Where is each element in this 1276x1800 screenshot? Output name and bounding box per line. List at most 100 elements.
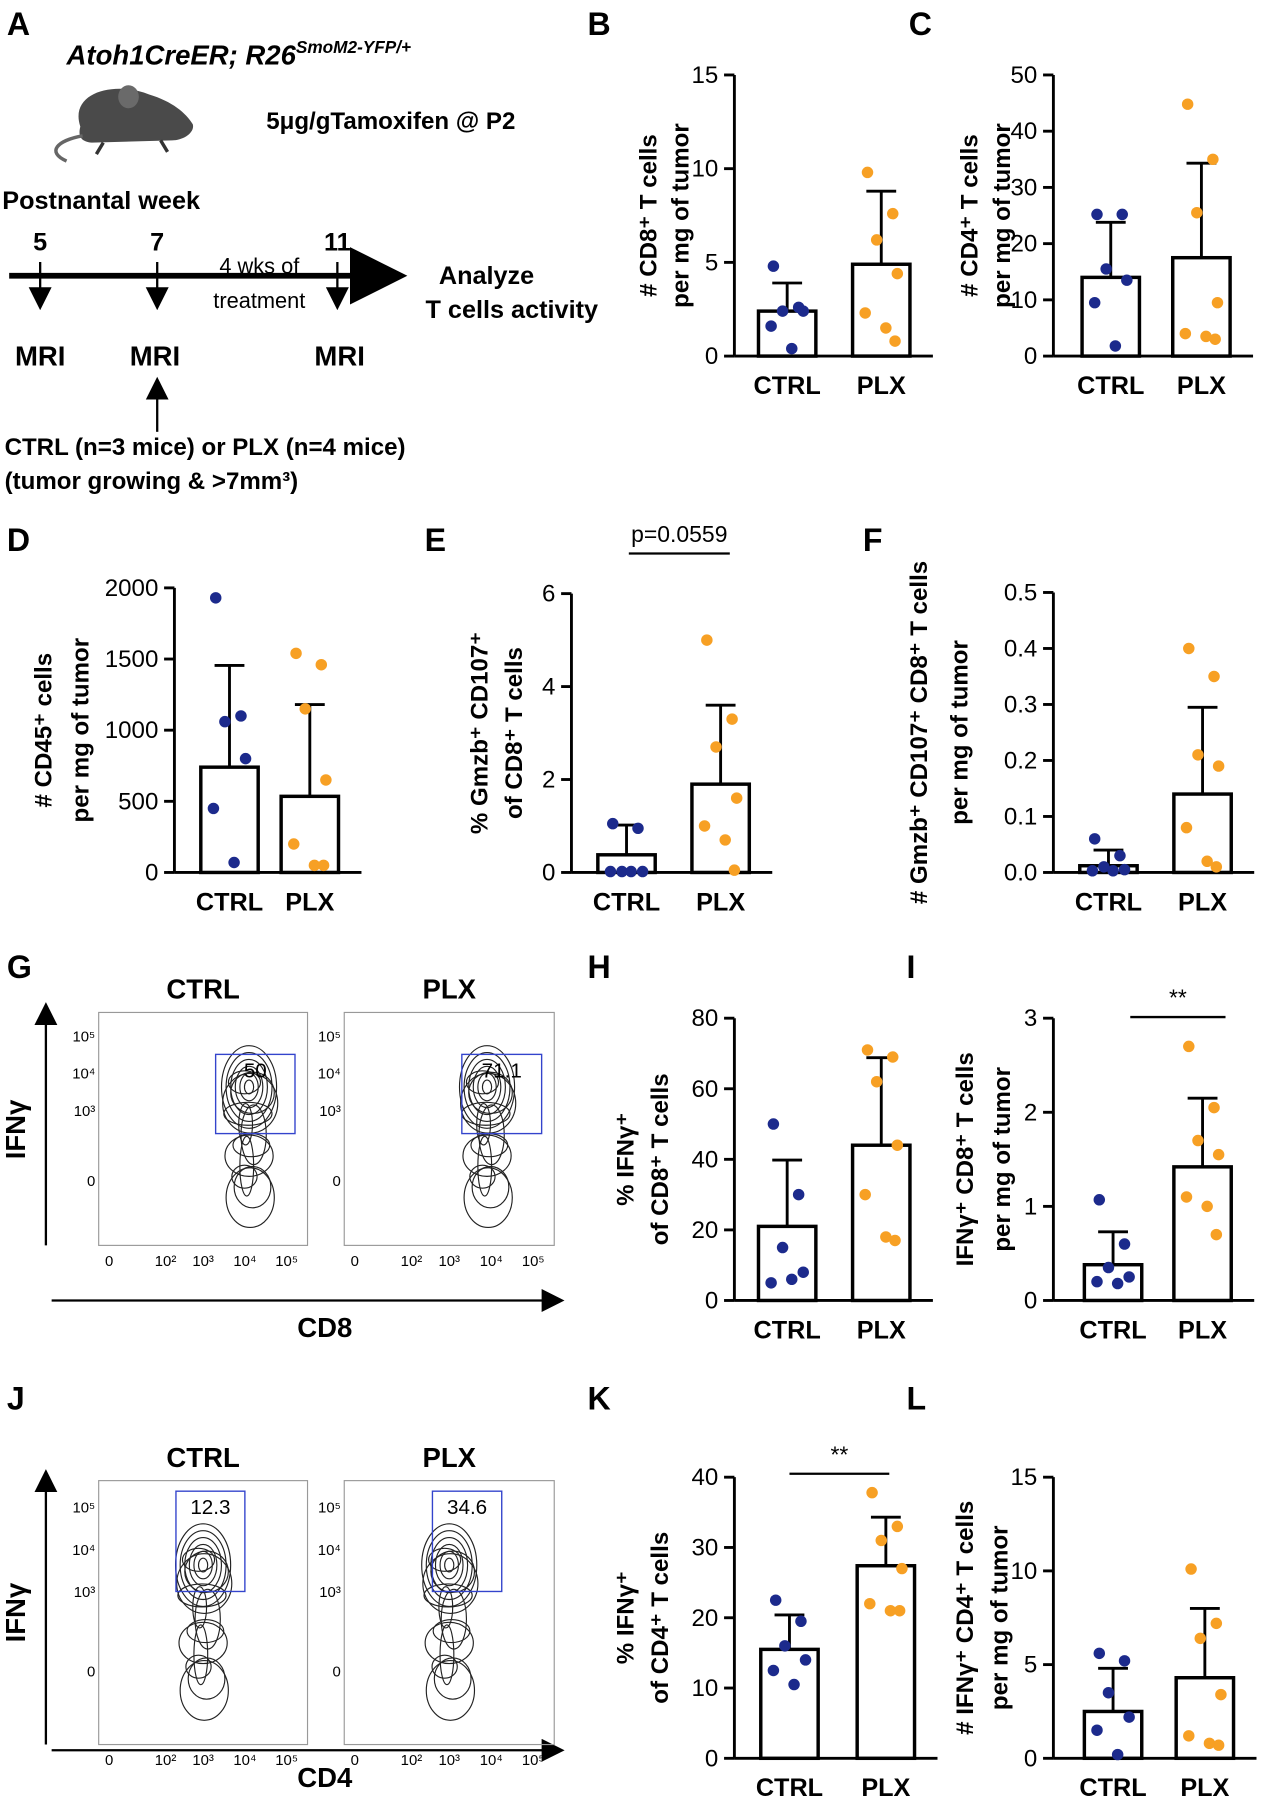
y-tick-label: 30	[1011, 174, 1038, 201]
x-tick-label: PLX	[696, 888, 745, 916]
y-tick-label: 1500	[105, 646, 159, 673]
contour	[422, 1553, 479, 1614]
contour	[223, 1101, 273, 1126]
data-point	[799, 1654, 812, 1666]
y-axis-label: # CD8⁺ T cells	[635, 134, 662, 297]
week: 5	[33, 229, 47, 257]
y-tick-label: 0	[333, 1664, 341, 1680]
data-point	[1121, 274, 1133, 286]
data-point	[239, 752, 252, 765]
contour	[458, 1045, 516, 1129]
panel-letter: I	[907, 949, 916, 985]
contour	[462, 1134, 512, 1177]
treatment: 4 wks of	[219, 253, 300, 278]
data-point	[207, 802, 220, 815]
data-point	[290, 647, 302, 660]
y-tick-label: 0	[87, 1174, 95, 1190]
x-tick-label: 10⁴	[233, 1753, 256, 1769]
gate-value: 34.6	[447, 1496, 487, 1519]
data-point	[1210, 1617, 1223, 1630]
data-point	[870, 234, 883, 246]
contour	[233, 1165, 272, 1209]
data-point	[632, 822, 644, 835]
data-point	[767, 260, 780, 272]
bar	[1172, 792, 1233, 875]
mri: MRI	[130, 340, 180, 371]
contour	[424, 1621, 474, 1665]
panel-letter: C	[909, 6, 932, 42]
contour	[243, 1079, 255, 1095]
x-tick-label: CTRL	[754, 1316, 821, 1344]
y-tick-label: 10	[692, 156, 719, 183]
data-point	[765, 1277, 777, 1289]
x-tick-label: 10⁵	[522, 1753, 545, 1769]
y-tick-label: 0	[1024, 1288, 1037, 1315]
bar	[850, 262, 912, 358]
data-point	[779, 1640, 791, 1652]
contour	[428, 1547, 462, 1572]
plot-title: CTRL	[166, 974, 239, 1005]
y-tick-label: 20	[1011, 231, 1038, 258]
data-point	[1208, 670, 1220, 683]
contour	[234, 1065, 264, 1109]
data-point	[880, 1231, 892, 1243]
panel-letter: G	[7, 949, 32, 985]
week: 7	[150, 229, 164, 257]
panel-letter: D	[7, 522, 30, 558]
bar	[1171, 255, 1232, 358]
x-tick-label: 10⁴	[233, 1254, 256, 1270]
contour	[471, 1165, 510, 1209]
data-point	[1212, 1148, 1225, 1161]
y-tick-label: 10⁵	[318, 1501, 341, 1517]
analyze: Analyze	[439, 262, 534, 290]
y-axis-label: of CD8⁺ T cells	[501, 647, 528, 819]
y-axis-label: per mg of tumor	[989, 123, 1016, 308]
data-point	[1111, 1748, 1124, 1761]
y-axis-label: per mg of tumor	[667, 123, 694, 308]
data-point	[1207, 153, 1219, 166]
y-axis-label: per mg of tumor	[986, 1525, 1013, 1710]
data-point	[1192, 749, 1204, 761]
bar	[1172, 1165, 1233, 1303]
y-tick-label: 15	[692, 62, 719, 89]
contour	[425, 1530, 473, 1601]
y-tick-label: 50	[1011, 62, 1038, 89]
y-tick-label: 40	[692, 1146, 719, 1173]
contour	[193, 1550, 213, 1580]
x-tick-label: 10⁴	[480, 1254, 503, 1270]
groups: (tumor growing & >7mm³)	[5, 468, 299, 495]
data-point	[875, 1534, 888, 1547]
data-point	[209, 592, 222, 604]
data-point	[1180, 821, 1193, 834]
y-tick-label: 0	[705, 1288, 718, 1315]
y-axis-label: per mg of tumor	[989, 1067, 1016, 1252]
y-axis-label: % IFNγ⁺	[612, 1571, 639, 1664]
data-point	[884, 1604, 897, 1617]
data-point	[861, 166, 874, 179]
contour	[225, 1051, 273, 1122]
contour	[430, 1536, 469, 1594]
annotation: **	[1169, 985, 1187, 1011]
data-point	[786, 342, 798, 355]
panel-letter: J	[7, 1380, 25, 1416]
data-point	[1210, 1228, 1223, 1241]
y-tick-label: 0	[1024, 1745, 1037, 1772]
contour	[178, 1621, 228, 1665]
y-tick-label: 0	[333, 1174, 341, 1190]
bar	[756, 1224, 818, 1303]
y-tick-label: 40	[1011, 118, 1038, 145]
groups: CTRL (n=3 mice) or PLX (n=4 mice)	[5, 434, 406, 461]
data-point	[1123, 1711, 1135, 1723]
treatment: treatment	[213, 288, 305, 313]
contour	[444, 1557, 455, 1573]
data-point	[792, 1188, 805, 1201]
data-point	[1111, 1277, 1124, 1290]
y-tick-label: 10⁴	[318, 1543, 341, 1559]
contour	[438, 1586, 454, 1629]
genotype: Atoh1CreER; R26SmoM2-YFP/+	[66, 37, 412, 70]
contour	[431, 1654, 458, 1679]
data-point	[887, 207, 899, 220]
data-point	[604, 865, 617, 878]
dose: 5μg/gTamoxifen @ P2	[266, 108, 515, 135]
contour	[469, 1164, 496, 1189]
